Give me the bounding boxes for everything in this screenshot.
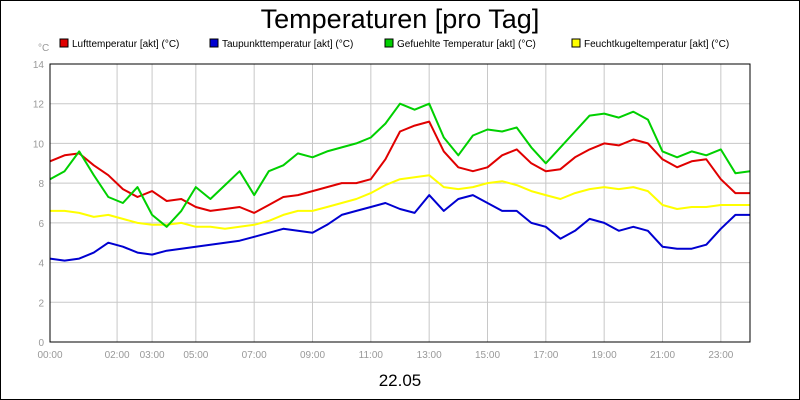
x-tick-label: 11:00 <box>359 350 384 361</box>
legend-label: Gefuehlte Temperatur [akt] (°C) <box>397 39 536 50</box>
legend-label: Taupunkttemperatur [akt] (°C) <box>222 39 353 50</box>
x-tick-label: 15:00 <box>475 350 500 361</box>
legend-swatch <box>384 38 394 48</box>
chart-title: Temperaturen [pro Tag] <box>261 4 540 34</box>
x-tick-label: 13:00 <box>417 350 442 361</box>
legend-label: Feuchtkugeltemperatur [akt] (°C) <box>584 39 729 50</box>
x-tick-label: 05:00 <box>183 350 208 361</box>
x-tick-label: 00:00 <box>37 350 62 361</box>
plot-border <box>49 63 751 343</box>
x-tick-label: 19:00 <box>592 350 617 361</box>
x-tick-label: 23:00 <box>708 350 733 361</box>
y-axis-ticks: 0 2 4 6 8 10 12 14 <box>33 60 45 349</box>
x-tick-label: 03:00 <box>140 350 165 361</box>
x-tick-label: 09:00 <box>300 350 325 361</box>
y-tick-label: 14 <box>33 60 45 71</box>
x-tick-label: 21:00 <box>650 350 675 361</box>
plot-area <box>49 63 751 343</box>
date-label: 22.05 <box>379 371 422 390</box>
series-line-1 <box>49 194 750 262</box>
series-line-3 <box>50 174 750 230</box>
legend-swatch <box>59 38 69 48</box>
legend-label: Lufttemperatur [akt] (°C) <box>72 39 179 50</box>
y-tick-label: 0 <box>38 338 44 349</box>
y-tick-label: 4 <box>38 259 44 270</box>
y-tick-label: 12 <box>33 100 45 111</box>
series-layer <box>49 102 751 262</box>
y-tick-label: 8 <box>38 179 44 190</box>
series-line-0 <box>49 120 750 214</box>
y-tick-label: 10 <box>33 139 45 150</box>
x-tick-label: 02:00 <box>105 350 130 361</box>
legend-swatch <box>209 38 219 48</box>
x-tick-label: 17:00 <box>533 350 558 361</box>
y-tick-label: 2 <box>38 298 44 309</box>
series-line-2 <box>49 102 751 228</box>
y-axis-unit: °C <box>38 43 49 54</box>
legend-swatch <box>571 38 581 48</box>
x-axis-ticks: 00:00 02:00 03:00 05:00 07:00 09:00 11:00 13:00… <box>37 350 733 361</box>
y-tick-label: 6 <box>38 219 44 230</box>
x-tick-label: 07:00 <box>242 350 267 361</box>
legend: Lufttemperatur [akt] (°C) Taupunkttempera… <box>59 38 729 50</box>
